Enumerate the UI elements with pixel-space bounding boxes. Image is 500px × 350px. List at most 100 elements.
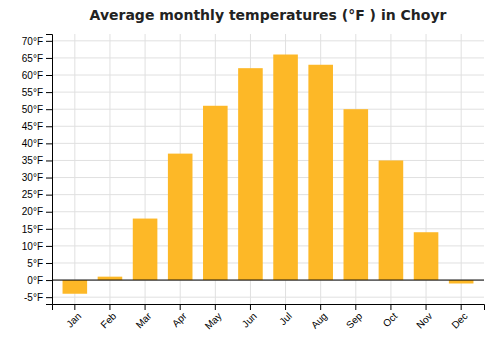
grid-line: [52, 160, 484, 161]
axis-line: [53, 305, 485, 311]
grid-line: [52, 75, 484, 76]
tick-label: -5°F: [24, 292, 43, 303]
grid-line: [52, 228, 484, 229]
tick-label: 20°F: [22, 206, 43, 217]
y-axis: -5°F0°F5°F10°F15°F20°F25°F30°F35°F40°F45…: [22, 35, 53, 305]
grid-line: [74, 34, 75, 304]
tick-mark: [285, 304, 286, 310]
tick: 10°F: [22, 241, 52, 252]
zero-line: [52, 280, 484, 281]
tick-label: 30°F: [22, 172, 43, 183]
tick: May: [203, 304, 224, 332]
grid-line: [52, 280, 484, 281]
grid-line: [52, 211, 484, 212]
tick-label: 35°F: [22, 155, 43, 166]
tick: Jul: [277, 304, 294, 327]
tick-mark: [46, 58, 52, 59]
tick: 60°F: [22, 70, 52, 81]
tick-mark: [390, 304, 391, 310]
grid: [52, 34, 484, 304]
tick-mark: [46, 212, 52, 213]
tick-mark: [46, 109, 52, 110]
tick: 50°F: [22, 104, 52, 115]
tick-mark: [46, 195, 52, 196]
tick-label: 60°F: [22, 70, 43, 81]
tick-label: Aug: [309, 310, 329, 330]
tick: Feb: [98, 304, 118, 330]
tick-label: Jul: [277, 310, 294, 327]
tick-label: Mar: [134, 310, 154, 330]
tick-label: 45°F: [22, 121, 43, 132]
bar: [273, 55, 298, 281]
tick-mark: [46, 263, 52, 264]
tick-mark: [46, 92, 52, 93]
title: Average monthly temperatures (°F ) in Ch…: [90, 7, 447, 23]
tick-label: 70°F: [22, 36, 43, 47]
bar: [63, 280, 88, 294]
grid-line: [109, 34, 110, 304]
bars: [63, 55, 474, 294]
grid-line: [52, 109, 484, 110]
tick: Jan: [64, 304, 83, 330]
tick: Dec: [449, 304, 469, 331]
grid-line: [52, 126, 484, 127]
tick-mark: [250, 304, 251, 310]
bar: [344, 109, 369, 280]
tick-label: 50°F: [22, 104, 43, 115]
tick-mark: [46, 143, 52, 144]
tick: Nov: [414, 304, 434, 331]
tick-mark: [46, 229, 52, 230]
tick-mark: [320, 304, 321, 310]
tick-mark: [215, 304, 216, 310]
tick-label: 55°F: [22, 87, 43, 98]
bar: [238, 68, 263, 280]
tick-label: Apr: [170, 310, 189, 329]
tick: 30°F: [22, 172, 52, 183]
tick-mark: [180, 304, 181, 310]
tick-label: 25°F: [22, 189, 43, 200]
tick: Jun: [240, 304, 259, 330]
tick-mark: [46, 126, 52, 127]
tick: -5°F: [24, 292, 52, 303]
tick: 15°F: [22, 224, 52, 235]
tick: 25°F: [22, 189, 52, 200]
grid-line: [52, 194, 484, 195]
tick-mark: [461, 304, 462, 310]
tick: 45°F: [22, 121, 52, 132]
tick-label: Feb: [98, 310, 118, 330]
axis-line: [46, 35, 53, 305]
grid-line: [52, 57, 484, 58]
tick-label: Sep: [344, 310, 365, 331]
tick-mark: [426, 304, 427, 310]
grid-line: [461, 34, 462, 304]
tick-mark: [145, 304, 146, 310]
tick-mark: [74, 304, 75, 310]
tick-mark: [46, 160, 52, 161]
tick: Apr: [170, 304, 189, 329]
grid-line: [52, 40, 484, 41]
tick-mark: [46, 246, 52, 247]
tick-label: 15°F: [22, 224, 43, 235]
bar: [133, 219, 158, 281]
tick-mark: [355, 304, 356, 310]
bar: [449, 280, 474, 283]
grid-line: [52, 143, 484, 144]
tick-mark: [46, 75, 52, 76]
bar: [308, 65, 333, 280]
plot-area: -5°F0°F5°F10°F15°F20°F25°F30°F35°F40°F45…: [22, 34, 485, 332]
tick-label: Nov: [414, 310, 434, 330]
tick: 5°F: [27, 258, 52, 269]
tick: Sep: [344, 304, 365, 331]
bar: [168, 154, 193, 280]
bar: [203, 106, 228, 280]
chart: -5°F0°F5°F10°F15°F20°F25°F30°F35°F40°F45…: [0, 0, 500, 350]
grid-line: [52, 297, 484, 298]
tick: 55°F: [22, 87, 52, 98]
tick-mark: [46, 178, 52, 179]
tick: 65°F: [22, 53, 52, 64]
tick-label: 10°F: [22, 241, 43, 252]
grid-line: [52, 92, 484, 93]
tick: Mar: [134, 304, 154, 330]
bar: [98, 277, 123, 280]
tick: Oct: [381, 304, 400, 329]
